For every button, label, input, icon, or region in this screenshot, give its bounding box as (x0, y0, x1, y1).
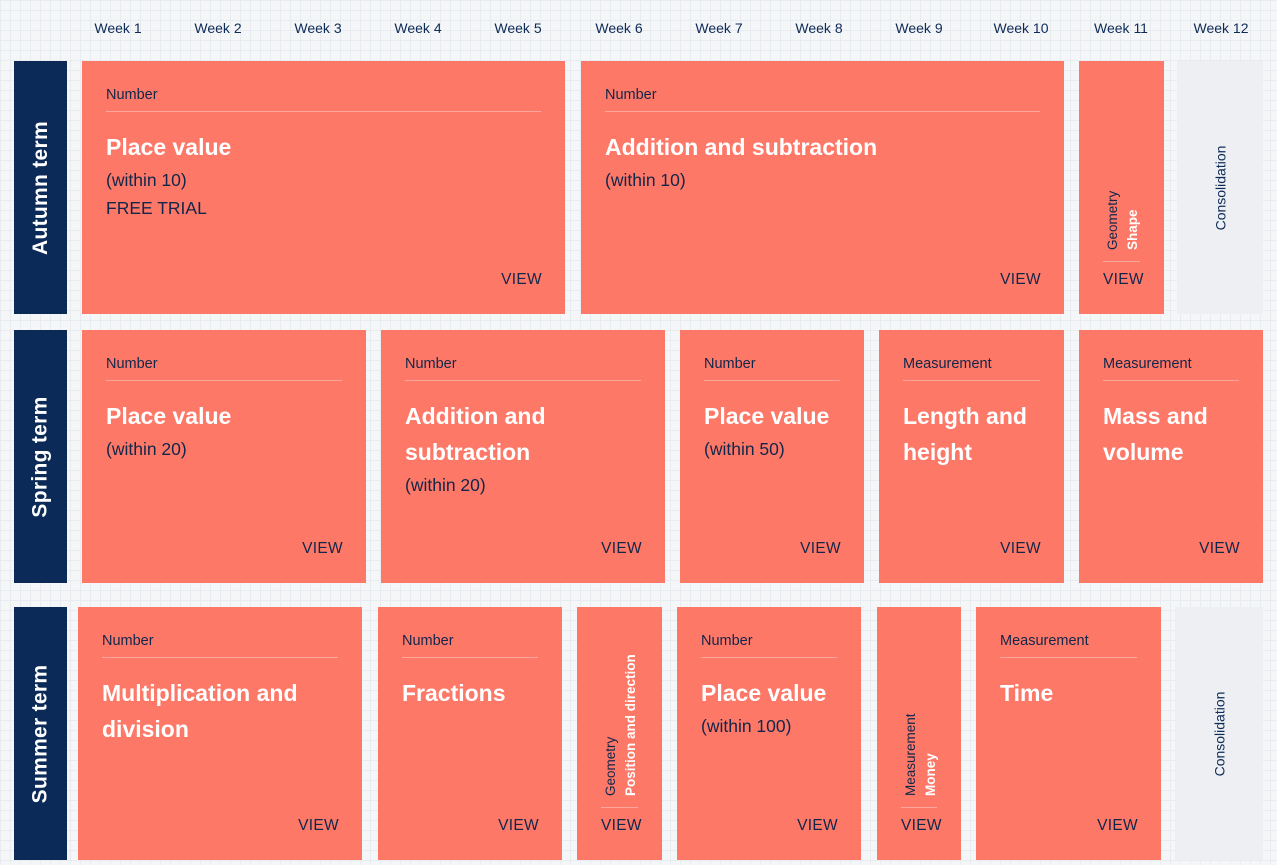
autumn-consolidation-card[interactable]: Consolidation (1177, 61, 1263, 314)
summer-time-card[interactable]: Measurement Time VIEW (976, 607, 1161, 860)
week-12-label: Week 12 (1193, 20, 1249, 36)
card-category: Measurement (1000, 633, 1137, 658)
card-category: Number (405, 356, 641, 381)
card-subtitle: (within 10) (605, 170, 686, 190)
card-subtitle: (within 20) (405, 475, 486, 495)
summer-multiplication-division-card[interactable]: Number Multiplication and division VIEW (78, 607, 362, 860)
card-divider (1103, 261, 1140, 262)
card-title: Length and height (903, 403, 1027, 465)
card-subtitle: (within 100) (701, 716, 792, 736)
week-1-label: Week 1 (94, 20, 142, 36)
card-category: Measurement (903, 713, 918, 796)
spring-mass-volume-card[interactable]: Measurement Mass and volume VIEW (1079, 330, 1263, 583)
card-category: Number (402, 633, 538, 658)
view-link[interactable]: VIEW (800, 540, 841, 557)
view-link[interactable]: VIEW (1199, 540, 1240, 557)
card-title: Money (923, 753, 938, 796)
summer-term-label: Summer term (14, 607, 67, 860)
card-subtitle: (within 10) (106, 170, 187, 190)
card-title: Place value (within 10) FREE TRIAL (106, 129, 547, 221)
card-title: Addition and subtraction (within 10) (605, 129, 1046, 195)
card-title: Time (1000, 680, 1054, 706)
card-title: Mass and volume (1103, 403, 1208, 465)
card-category: Geometry (603, 736, 618, 796)
card-category: Measurement (1103, 356, 1239, 381)
card-category: Number (704, 356, 840, 381)
card-divider (601, 807, 638, 808)
spring-place-value-card[interactable]: Number Place value (within 20) VIEW (82, 330, 366, 583)
consolidation-label: Consolidation (1212, 145, 1228, 230)
card-subtitle: (within 20) (106, 439, 187, 459)
card-category: Number (701, 633, 837, 658)
view-link[interactable]: VIEW (1000, 540, 1041, 557)
spring-place-value-50-card[interactable]: Number Place value (within 50) VIEW (680, 330, 864, 583)
summer-money-card[interactable]: Measurement Money VIEW (877, 607, 961, 860)
week-5-label: Week 5 (494, 20, 542, 36)
week-9-label: Week 9 (895, 20, 943, 36)
autumn-shape-card[interactable]: Geometry Shape VIEW (1079, 61, 1164, 314)
summer-position-direction-card[interactable]: Geometry Position and direction VIEW (577, 607, 662, 860)
view-link[interactable]: VIEW (1103, 271, 1144, 288)
free-trial-label: FREE TRIAL (106, 198, 207, 218)
card-title: Place value (within 100) (701, 675, 843, 741)
autumn-addition-subtraction-card[interactable]: Number Addition and subtraction (within … (581, 61, 1064, 314)
view-link[interactable]: VIEW (501, 271, 542, 288)
card-title: Addition and subtraction (within 20) (405, 398, 647, 500)
card-subtitle: (within 50) (704, 439, 785, 459)
card-title: Place value (within 20) (106, 398, 348, 464)
card-title: Shape (1125, 209, 1140, 250)
week-6-label: Week 6 (595, 20, 643, 36)
spring-addition-subtraction-card[interactable]: Number Addition and subtraction (within … (381, 330, 665, 583)
view-link[interactable]: VIEW (298, 817, 339, 834)
view-link[interactable]: VIEW (601, 540, 642, 557)
week-2-label: Week 2 (194, 20, 242, 36)
week-7-label: Week 7 (695, 20, 743, 36)
view-link[interactable]: VIEW (1097, 817, 1138, 834)
card-title: Multiplication and division (102, 680, 298, 742)
card-title: Place value (within 50) (704, 398, 846, 464)
card-category: Geometry (1105, 190, 1120, 250)
autumn-place-value-card[interactable]: Number Place value (within 10) FREE TRIA… (82, 61, 565, 314)
week-3-label: Week 3 (294, 20, 342, 36)
summer-fractions-card[interactable]: Number Fractions VIEW (378, 607, 562, 860)
card-category: Measurement (903, 356, 1040, 381)
view-link[interactable]: VIEW (601, 817, 642, 834)
view-link[interactable]: VIEW (302, 540, 343, 557)
autumn-term-label: Autumn term (14, 61, 67, 314)
card-category: Number (106, 87, 541, 112)
spring-term-label: Spring term (14, 330, 67, 583)
week-11-label: Week 11 (1094, 20, 1148, 36)
consolidation-label: Consolidation (1211, 691, 1227, 776)
week-10-label: Week 10 (993, 20, 1049, 36)
card-title: Fractions (402, 680, 506, 706)
card-category: Number (106, 356, 342, 381)
week-8-label: Week 8 (795, 20, 843, 36)
summer-place-value-100-card[interactable]: Number Place value (within 100) VIEW (677, 607, 861, 860)
view-link[interactable]: VIEW (1000, 271, 1041, 288)
view-link[interactable]: VIEW (498, 817, 539, 834)
view-link[interactable]: VIEW (797, 817, 838, 834)
view-link[interactable]: VIEW (901, 817, 942, 834)
summer-consolidation-card[interactable]: Consolidation (1175, 607, 1263, 860)
spring-length-height-card[interactable]: Measurement Length and height VIEW (879, 330, 1064, 583)
card-category: Number (102, 633, 338, 658)
card-divider (901, 807, 937, 808)
week-4-label: Week 4 (394, 20, 442, 36)
card-category: Number (605, 87, 1040, 112)
card-title: Position and direction (623, 654, 638, 796)
